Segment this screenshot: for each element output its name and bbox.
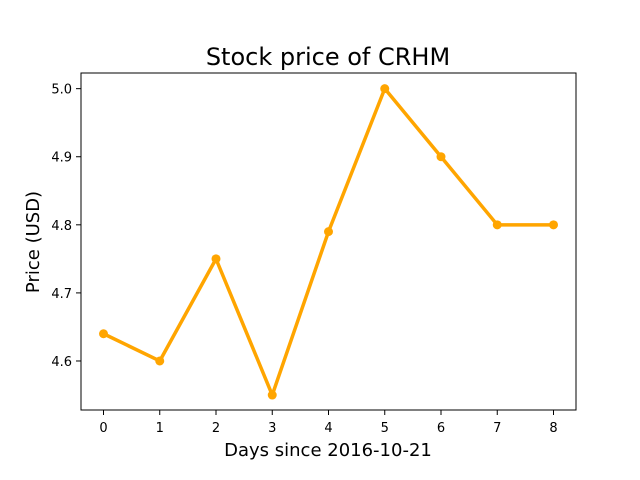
x-tick-label: 4 [324, 421, 332, 436]
data-point [267, 390, 277, 400]
series-layer [99, 84, 558, 400]
x-axis-label: Days since 2016-10-21 [224, 440, 432, 461]
data-point [380, 84, 390, 94]
y-tick-label: 5.0 [51, 83, 72, 98]
y-axis-label: Price (USD) [23, 191, 44, 293]
data-point [99, 329, 108, 339]
x-tick-label: 5 [381, 421, 389, 436]
x-tick-label: 7 [493, 421, 501, 436]
x-tick-label: 2 [212, 421, 220, 436]
x-axis: 0 1 2 3 4 5 6 7 8 [99, 410, 558, 436]
x-tick-label: 8 [549, 421, 557, 436]
data-point [549, 220, 558, 230]
y-tick-label: 4.7 [51, 287, 72, 302]
y-tick-label: 4.6 [51, 355, 72, 370]
y-tick-label: 4.9 [51, 151, 72, 166]
y-axis: 4.6 4.7 4.8 4.9 5.0 [51, 83, 81, 370]
data-point [155, 356, 165, 366]
x-tick-label: 0 [99, 421, 107, 436]
x-tick-label: 3 [268, 421, 276, 436]
y-tick-label: 4.8 [51, 219, 72, 234]
x-tick-label: 1 [156, 421, 164, 436]
data-point [211, 254, 221, 264]
data-point [436, 152, 446, 162]
data-point [492, 220, 502, 230]
chart-title: Stock price of CRHM [206, 43, 450, 71]
x-tick-label: 6 [437, 421, 445, 436]
data-point [324, 227, 333, 237]
